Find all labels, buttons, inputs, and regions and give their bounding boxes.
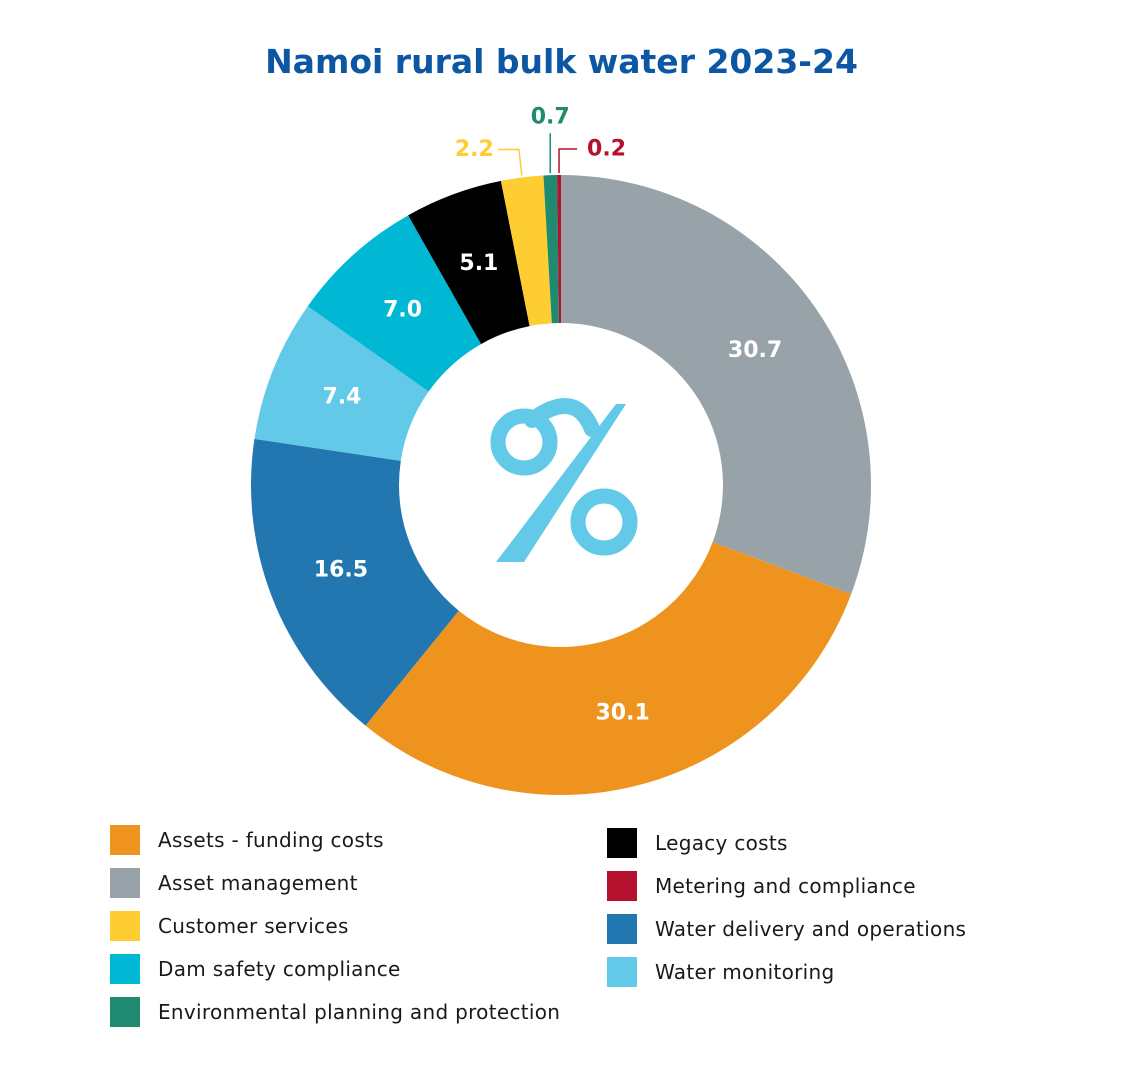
- slice-customer-services: [500, 175, 552, 327]
- legend-swatch: [110, 867, 140, 898]
- slice-label-water-delivery-and-operations: 16.5: [314, 558, 368, 583]
- slice-water-monitoring: [254, 306, 429, 461]
- slice-label-water-monitoring: 7.4: [323, 385, 362, 410]
- slice-dam-safety-compliance: [307, 215, 482, 392]
- legend-label: Water monitoring: [655, 959, 835, 984]
- chart-title: Namoi rural bulk water 2023-24: [265, 42, 858, 81]
- legend-swatch: [607, 956, 637, 987]
- slice-label-legacy-costs: 5.1: [459, 251, 498, 276]
- slice-environmental-planning-and-protection: [543, 175, 559, 324]
- legend-item-legacy-costs: Legacy costs: [607, 821, 966, 864]
- legend-item-assets-funding-costs: Assets - funding costs: [110, 818, 560, 861]
- legend-swatch: [110, 824, 140, 855]
- legend-swatch: [607, 870, 637, 901]
- slice-water-delivery-and-operations: [251, 438, 459, 726]
- legend-item-dam-safety-compliance: Dam safety compliance: [110, 947, 560, 990]
- legend-label: Water delivery and operations: [655, 916, 967, 941]
- slice-label-dam-safety-compliance: 7.0: [383, 298, 422, 323]
- legend-label: Dam safety compliance: [158, 956, 401, 981]
- legend-label: Legacy costs: [655, 830, 788, 855]
- slice-label-customer-services: 2.2: [455, 137, 494, 162]
- percent-icon: [490, 398, 638, 562]
- slice-label-metering-and-compliance: 0.2: [587, 137, 626, 162]
- legend-item-customer-services: Customer services: [110, 904, 560, 947]
- slice-label-asset-management: 30.7: [728, 338, 782, 363]
- slice-assets-funding-costs: [365, 542, 852, 795]
- slice-legacy-costs: [408, 180, 530, 345]
- legend-swatch: [110, 953, 140, 984]
- legend-label: Customer services: [158, 913, 349, 938]
- slice-metering-and-compliance: [557, 175, 561, 324]
- slice-asset-management: [561, 175, 872, 595]
- legend-left: Assets - funding costs Asset management Cu…: [110, 818, 560, 1033]
- legend-label: Environmental planning and protection: [158, 999, 561, 1024]
- center-icon-group: [490, 398, 638, 562]
- legend-swatch: [607, 913, 637, 944]
- legend-label: Asset management: [158, 870, 358, 895]
- slice-labels: 30.7 30.1 16.5 7.4 7.0 5.1 2.2 0.7 0.2: [314, 105, 782, 726]
- legend-item-water-delivery-and-operations: Water delivery and operations: [607, 907, 966, 950]
- slice-label-assets-funding-costs: 30.1: [595, 700, 649, 725]
- legend-label: Metering and compliance: [655, 873, 916, 898]
- legend-right: Legacy costs Metering and compliance Water…: [607, 821, 966, 993]
- donut-slices: [251, 175, 872, 795]
- legend-label: Assets - funding costs: [158, 827, 384, 852]
- donut-chart: 30.7 30.1 16.5 7.4 7.0 5.1 2.2 0.7 0.2: [251, 105, 872, 795]
- legend-swatch: [607, 827, 637, 858]
- legend-swatch: [110, 910, 140, 941]
- legend-swatch: [110, 996, 140, 1027]
- leader-line-customer-services: [497, 148, 523, 176]
- legend-item-metering-and-compliance: Metering and compliance: [607, 864, 966, 907]
- legend-item-asset-management: Asset management: [110, 861, 560, 904]
- legend-item-water-monitoring: Water monitoring: [607, 950, 966, 993]
- slice-label-environmental-planning-and-protection: 0.7: [531, 105, 570, 130]
- legend-item-environmental-planning-and-protection: Environmental planning and protection: [110, 990, 560, 1033]
- leader-line-metering-and-compliance: [558, 148, 578, 174]
